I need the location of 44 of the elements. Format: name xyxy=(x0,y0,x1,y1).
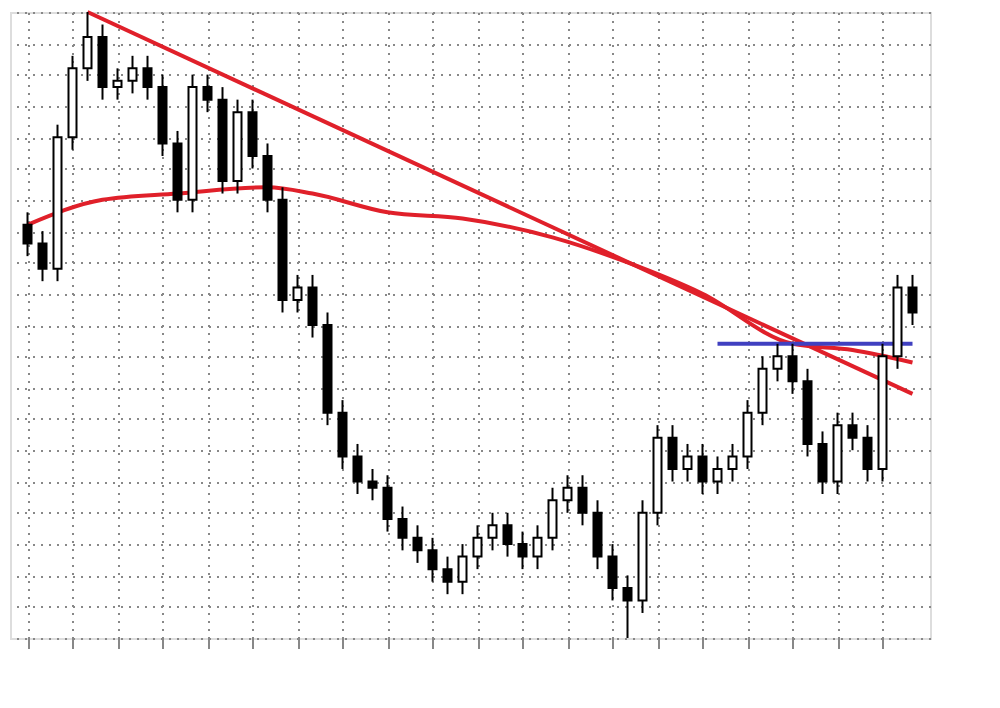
candlestick xyxy=(337,399,348,470)
candlestick xyxy=(412,524,423,564)
candlestick xyxy=(352,442,363,496)
candlestick xyxy=(682,442,693,483)
candlestick xyxy=(577,474,588,527)
candlestick xyxy=(82,11,93,82)
candlestick xyxy=(142,54,153,101)
candlestick xyxy=(487,511,498,552)
candlestick xyxy=(787,342,798,395)
candlestick xyxy=(727,442,738,483)
candlestick xyxy=(742,399,753,470)
candlestick xyxy=(562,474,573,514)
candlestick xyxy=(502,511,513,558)
candlestick xyxy=(772,342,783,383)
candlestick xyxy=(712,455,723,496)
candlestick xyxy=(457,543,468,596)
candlestick xyxy=(22,211,33,258)
candlestick xyxy=(367,467,378,502)
candlestick xyxy=(442,555,453,596)
candlestick xyxy=(112,67,123,101)
candlestick xyxy=(817,430,828,496)
candlestick xyxy=(262,142,273,214)
candlestick xyxy=(292,273,303,314)
candlestick xyxy=(427,536,438,583)
candlestick xyxy=(592,499,603,571)
candlestick xyxy=(862,424,873,483)
candlestick xyxy=(622,574,633,639)
candlestick xyxy=(382,474,393,533)
candlestick xyxy=(607,543,618,602)
candlestick xyxy=(547,486,558,552)
candlestick xyxy=(907,273,918,326)
candlestick xyxy=(127,54,138,95)
candlestick xyxy=(202,73,213,114)
candlestick xyxy=(697,442,708,496)
candlestick xyxy=(667,424,678,483)
candlestick xyxy=(472,524,483,571)
candlestick xyxy=(757,355,768,427)
candlestick xyxy=(532,524,543,571)
candlestick xyxy=(247,98,258,170)
candlestick xyxy=(307,273,318,339)
candlestick xyxy=(37,230,48,283)
candlestick xyxy=(517,530,528,571)
candlestick xyxy=(847,411,858,452)
candlestick xyxy=(397,505,408,552)
